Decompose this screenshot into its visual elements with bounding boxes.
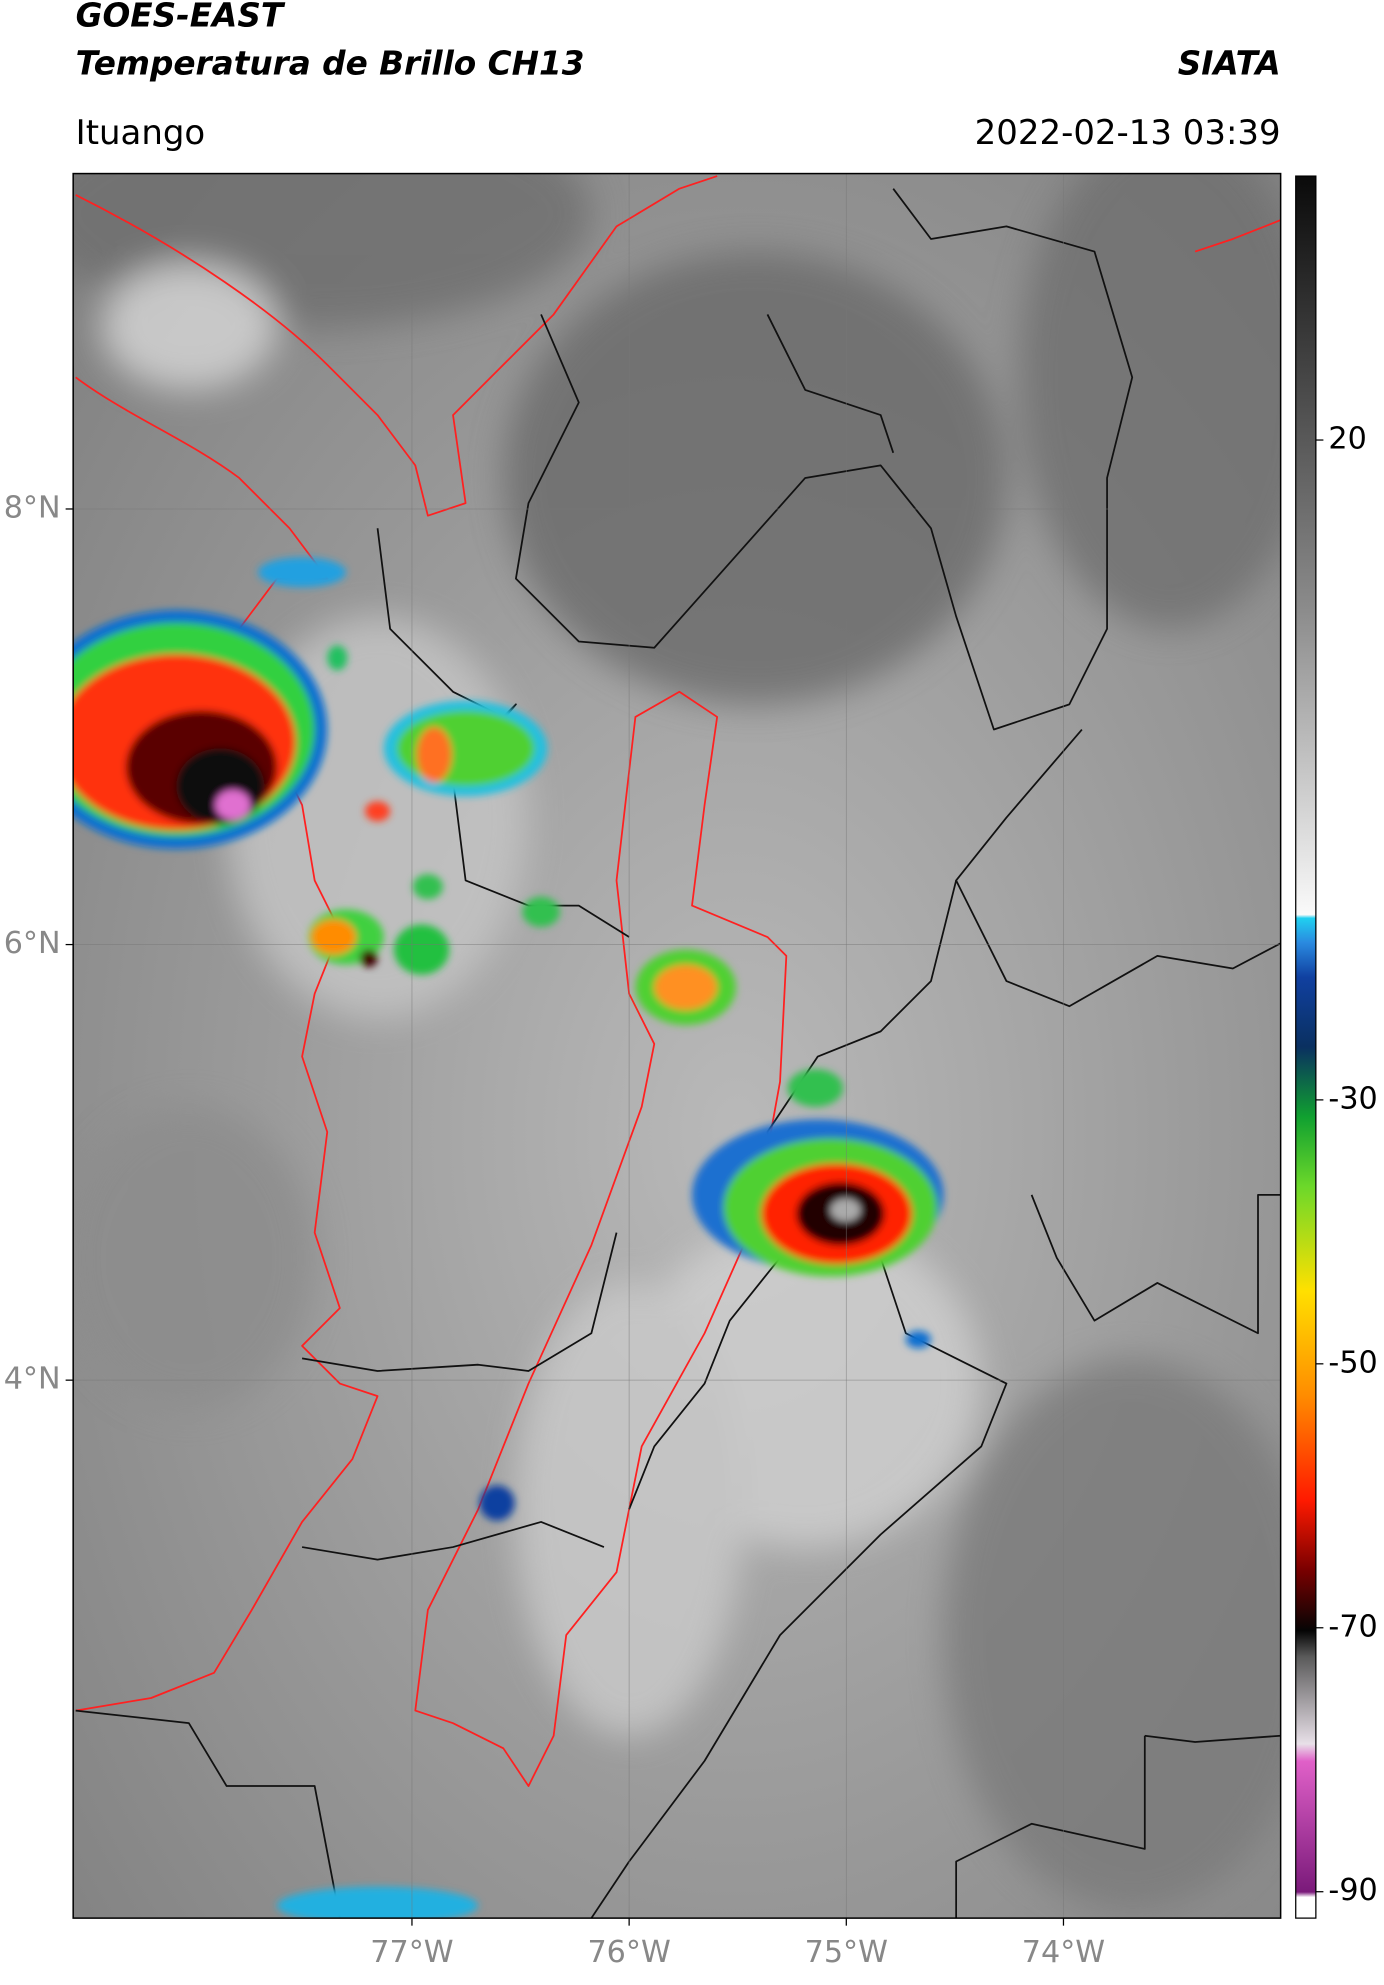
colorbar-tick-label: -30 <box>1328 1081 1377 1116</box>
colorbar-tick-label: 20 <box>1328 422 1366 457</box>
x-tick-label: 75°W <box>805 1935 888 1970</box>
brand: SIATA <box>1178 44 1281 82</box>
colorbar-tick-label: -90 <box>1328 1873 1377 1908</box>
x-tick-label: 76°W <box>587 1935 670 1970</box>
y-tick-label: 4°N <box>4 1362 61 1397</box>
subtitle: Temperatura de Brillo CH13 <box>76 44 585 82</box>
map-frame <box>72 172 1282 1919</box>
satellite-image <box>73 173 1281 1919</box>
y-tick-label: 8°N <box>4 490 61 525</box>
x-tick-label: 77°W <box>370 1935 453 1970</box>
x-tick-label: 74°W <box>1022 1935 1105 1970</box>
colorbar-tick-label: -70 <box>1328 1609 1377 1644</box>
colorbar <box>1295 175 1317 1919</box>
y-tick-label: 6°N <box>4 926 61 961</box>
convective-cells <box>73 557 944 1919</box>
datetime: 2022-02-13 03:39 <box>975 113 1281 153</box>
colorbar-tick-label: -50 <box>1328 1345 1377 1380</box>
title: GOES-EAST <box>76 0 286 35</box>
location: Ituango <box>76 113 206 153</box>
